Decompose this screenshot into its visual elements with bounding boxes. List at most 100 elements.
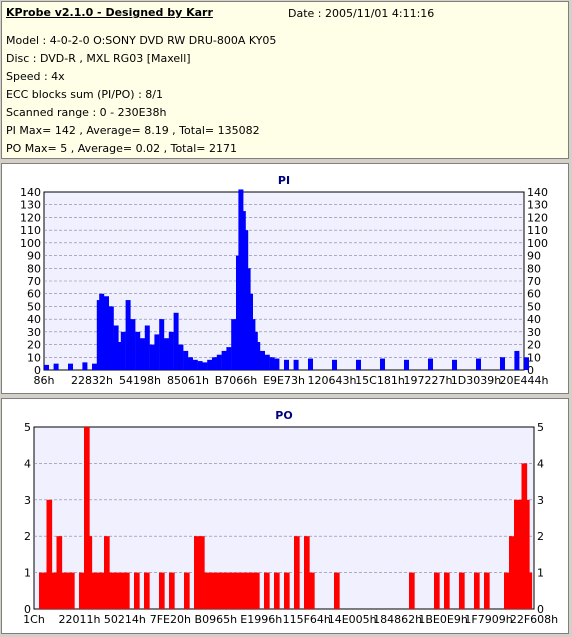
- po-y-tick-right: 2: [537, 530, 544, 543]
- pi-y-tick-left: 0: [34, 364, 41, 377]
- po-x-tick: 1F7909h: [464, 613, 512, 626]
- po-bar: [46, 499, 53, 609]
- pi-y-tick-right: 40: [527, 313, 541, 326]
- pi-y-tick-right: 80: [527, 262, 541, 275]
- pi-bar: [284, 359, 289, 370]
- pi-y-tick-right: 140: [527, 186, 548, 199]
- pi-bar: [92, 363, 97, 370]
- po-bar: [239, 572, 245, 609]
- po-bar: [59, 572, 65, 609]
- po-bar: [84, 427, 90, 609]
- pi-bar: [428, 358, 433, 370]
- po-chart-title: PO: [275, 409, 292, 422]
- pi-bar: [514, 350, 520, 370]
- pi-bar: [130, 319, 136, 370]
- po-bar: [144, 572, 150, 609]
- pi-bar: [293, 359, 299, 370]
- model-line: Model : 4-0-2-0 O:SONY DVD RW DRU-800A K…: [6, 34, 277, 47]
- pi-y-tick-left: 90: [27, 250, 41, 263]
- pi-y-tick-right: 120: [527, 211, 548, 224]
- pi-bar: [116, 342, 121, 370]
- pi-x-tick: 197227h: [404, 374, 453, 387]
- pi-y-tick-left: 70: [27, 275, 41, 288]
- po-bar: [254, 572, 260, 609]
- pi-y-tick-right: 70: [527, 275, 541, 288]
- pi-bar: [500, 357, 505, 370]
- po-bar: [219, 572, 225, 609]
- pi-y-tick-right: 110: [527, 224, 548, 237]
- pi-y-tick-right: 130: [527, 199, 548, 212]
- app-title: KProbe v2.1.0 - Designed by Karr: [6, 6, 213, 19]
- pi-bar: [207, 359, 213, 370]
- pi-bar: [274, 358, 280, 370]
- pi-bar: [197, 361, 203, 370]
- po-x-tick: 1Ch: [23, 613, 45, 626]
- po-x-tick: 115F64h: [283, 613, 331, 626]
- po-bar: [434, 572, 440, 609]
- pi-bar: [159, 319, 165, 370]
- range-line: Scanned range : 0 - 230E38h: [6, 106, 167, 119]
- pi-y-tick-left: 10: [27, 351, 41, 364]
- pi-y-tick-left: 40: [27, 313, 41, 326]
- po-bar: [224, 572, 230, 609]
- pi-y-tick-right: 90: [527, 250, 541, 263]
- pi-bar: [308, 358, 313, 370]
- info-panel: KProbe v2.1.0 - Designed by Karr Date : …: [1, 1, 569, 159]
- po-x-tick: 184862h: [373, 613, 422, 626]
- pi-x-tick: 20E444h: [500, 374, 549, 387]
- pi-x-tick: 85061h: [167, 374, 209, 387]
- pi-bar: [44, 364, 49, 370]
- pi-bar: [452, 359, 457, 370]
- po-bar: [39, 572, 45, 609]
- pi-y-tick-left: 120: [20, 211, 41, 224]
- pi-bar: [164, 338, 169, 370]
- pi-y-tick-left: 80: [27, 262, 41, 275]
- pi-bar: [154, 334, 160, 370]
- po-bar: [304, 536, 310, 609]
- pi-bar: [216, 354, 222, 370]
- pi-y-tick-right: 100: [527, 237, 548, 250]
- po-bar: [109, 572, 115, 609]
- po-bar: [444, 572, 450, 609]
- po-bar: [334, 572, 340, 609]
- po-bar: [104, 536, 110, 609]
- pi-bar: [231, 319, 237, 370]
- po-y-tick-right: 1: [537, 567, 544, 580]
- po-bar: [134, 572, 140, 609]
- pi-x-tick: 54198h: [119, 374, 161, 387]
- pi-y-tick-left: 50: [27, 300, 41, 313]
- po-bar: [86, 536, 93, 609]
- pi-y-tick-right: 60: [527, 288, 541, 301]
- pi-chart-title: PI: [278, 174, 290, 187]
- pi-bar: [356, 359, 361, 370]
- po-bar: [56, 536, 63, 609]
- po-bar: [264, 572, 270, 609]
- pi-chart-panel: PI 0 0 10 10 20 20 30 30 40 40 50 50 60 60 70 70 80 80 90 90…: [1, 163, 569, 394]
- pi-bar: [260, 350, 265, 370]
- po-bar: [214, 572, 220, 609]
- po-y-tick-left: 2: [24, 530, 31, 543]
- pi-x-tick: 15C181h: [355, 374, 405, 387]
- po-bar: [184, 572, 190, 609]
- pi-bar: [524, 357, 529, 370]
- pi-y-tick-right: 20: [527, 339, 541, 352]
- pi-bar: [255, 342, 261, 370]
- pi-y-tick-left: 140: [20, 186, 41, 199]
- pi-bar: [120, 331, 126, 370]
- po-bar: [209, 572, 215, 609]
- po-x-tick: 50214h: [104, 613, 146, 626]
- pi-bar: [476, 358, 481, 370]
- pi-bar: [192, 359, 198, 370]
- po-bar: [169, 572, 175, 609]
- pi-bar: [221, 350, 227, 370]
- po-bar: [199, 536, 205, 609]
- po-x-tick: 14E005h: [328, 613, 377, 626]
- po-x-tick: 7FE20h: [150, 613, 191, 626]
- po-y-tick-right: 0: [537, 603, 544, 616]
- pi-y-tick-left: 60: [27, 288, 41, 301]
- pi-bar: [125, 300, 131, 370]
- po-chart-panel: PO 0 0 1 1 2 2 3 3 4 4 5 5 1Ch 22011h 50214h 7FE20h B0965…: [1, 398, 569, 634]
- po-y-tick-right: 5: [537, 421, 544, 434]
- pi-x-tick: 120643h: [308, 374, 357, 387]
